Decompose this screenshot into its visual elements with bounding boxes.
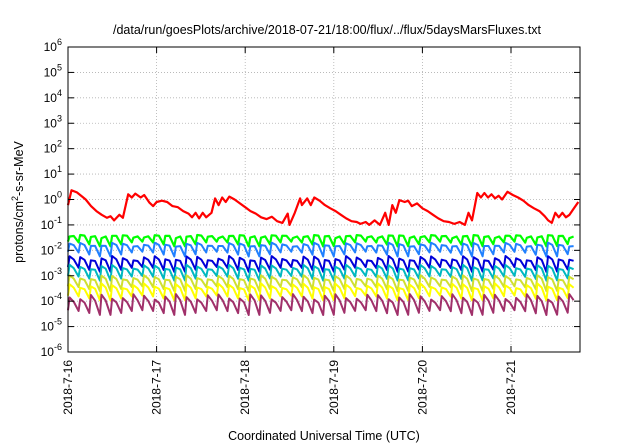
- x-axis-ticks: 2018-7-16 2018-7-17 2018-7-18 2018-7-19 2018…: [61, 47, 518, 415]
- series-line: [66, 233, 575, 248]
- x-tick-label: 2018-7-20: [415, 360, 429, 415]
- y-tick-label: 10-2: [41, 240, 62, 257]
- x-tick-label: 2018-7-16: [61, 360, 75, 415]
- y-tick-label: 10-4: [41, 291, 62, 308]
- y-tick-label: 104: [44, 88, 62, 105]
- series-line: [67, 282, 575, 302]
- y-tick-label: 10-1: [41, 215, 62, 232]
- x-tick-label: 2018-7-21: [504, 360, 518, 415]
- series-line: [67, 241, 574, 258]
- series-line: [67, 263, 574, 282]
- y-tick-label: 10-5: [41, 317, 62, 334]
- y-tick-label: 100: [44, 190, 62, 207]
- y-tick-label: 10-3: [41, 266, 62, 283]
- y-tick-label: 10-6: [41, 342, 62, 359]
- x-tick-label: 2018-7-18: [238, 360, 252, 415]
- y-axis-label: protons/cm2-s-sr-MeV: [10, 140, 26, 262]
- y-axis-label-sup: 2: [10, 196, 20, 201]
- series-layer: [66, 189, 580, 316]
- y-tick-label: 106: [44, 37, 62, 54]
- x-axis-label: Coordinated Universal Time (UTC): [228, 429, 420, 443]
- series-line: [66, 189, 580, 226]
- chart-title: /data/run/goesPlots/archive/2018-07-21/1…: [113, 23, 542, 37]
- y-tick-label: 105: [44, 62, 62, 79]
- y-axis-ticks: 10-6 10-5 10-4 10-3 10-2 10-1 100 101 102 103 104 1…: [41, 37, 580, 359]
- series-line: [67, 293, 575, 316]
- y-axis-label-rest: -s-sr-MeV: [12, 140, 26, 196]
- y-tick-label: 102: [44, 139, 62, 156]
- y-tick-label: 103: [44, 113, 62, 130]
- series-line: [67, 274, 575, 293]
- y-axis-label-main: protons/cm: [12, 201, 26, 263]
- series-line: [67, 255, 574, 273]
- x-tick-label: 2018-7-19: [327, 360, 341, 415]
- x-tick-label: 2018-7-17: [150, 360, 164, 415]
- y-tick-label: 101: [44, 164, 62, 181]
